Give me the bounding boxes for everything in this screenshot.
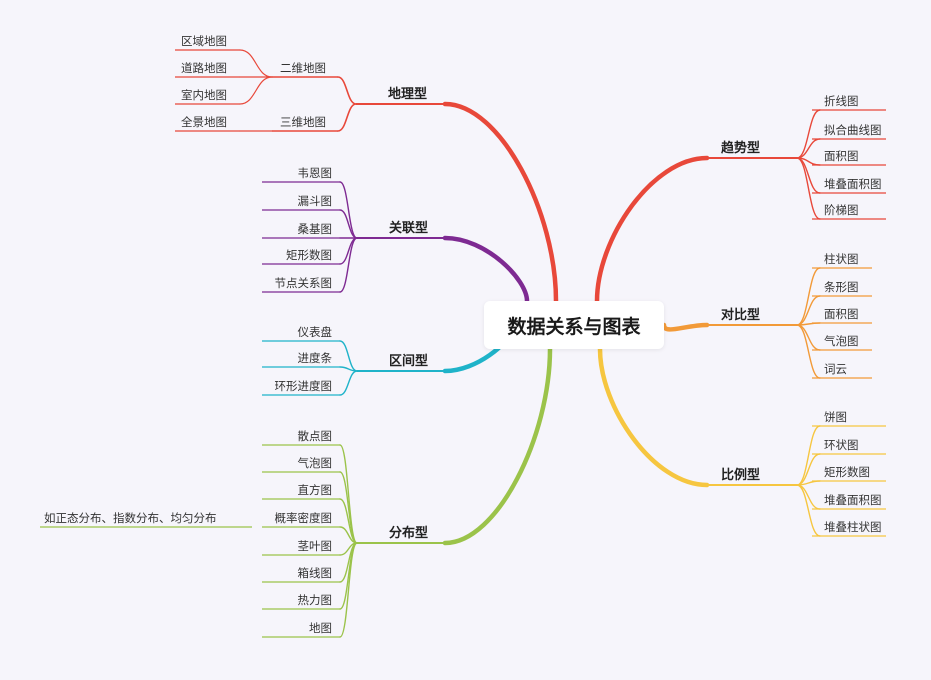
branch-connector <box>594 155 710 304</box>
leaf-label[interactable]: 道路地图 <box>181 61 227 75</box>
leaf-label[interactable]: 热力图 <box>298 593 333 607</box>
sub-node-label[interactable]: 三维地图 <box>280 115 326 129</box>
leaf-label[interactable]: 桑基图 <box>298 222 333 236</box>
leaf-label[interactable]: 节点关系图 <box>275 276 333 290</box>
leaf-connector <box>796 138 821 159</box>
leaf-connector <box>339 542 358 638</box>
branch-label-dist[interactable]: 分布型 <box>389 525 428 541</box>
branch-label-geo[interactable]: 地理型 <box>388 86 427 102</box>
branch-label-ratio[interactable]: 比例型 <box>721 467 760 483</box>
branch-connector <box>442 346 553 546</box>
leaf-label[interactable]: 饼图 <box>824 410 847 424</box>
leaf-connector <box>339 237 358 265</box>
leaf-connector <box>339 209 358 239</box>
leaf-connector <box>339 542 358 610</box>
leaf-connector <box>796 157 821 220</box>
leaf-label[interactable]: 室内地图 <box>181 88 227 102</box>
leaf-label[interactable]: 堆叠面积图 <box>824 177 882 191</box>
leaf-connector <box>796 324 821 379</box>
leaf-connector <box>796 267 821 326</box>
sub-connector <box>337 103 357 132</box>
extra-note-label[interactable]: 如正态分布、指数分布、均匀分布 <box>44 511 217 525</box>
leaf-connector <box>339 340 358 372</box>
leaf-label[interactable]: 环形进度图 <box>275 379 333 393</box>
leaf-label[interactable]: 气泡图 <box>824 334 859 348</box>
leaf-connector <box>796 109 821 159</box>
leaf-label[interactable]: 散点图 <box>298 429 333 443</box>
leaf-label[interactable]: 全景地图 <box>181 115 227 129</box>
leaf-label[interactable]: 堆叠面积图 <box>824 493 882 507</box>
leaf-label[interactable]: 韦恩图 <box>298 166 333 180</box>
leaf-label[interactable]: 进度条 <box>298 351 333 365</box>
leaf-connector <box>796 324 821 351</box>
leaf-label[interactable]: 面积图 <box>824 149 859 163</box>
leaf-label[interactable]: 仪表盘 <box>298 325 333 339</box>
leaf-label[interactable]: 直方图 <box>298 483 333 497</box>
leaf-connector <box>796 484 821 537</box>
leaf-connector <box>339 498 358 544</box>
leaf-label[interactable]: 地图 <box>309 621 332 635</box>
leaf-label[interactable]: 环状图 <box>824 438 859 452</box>
branch-connector <box>442 101 559 304</box>
leaf-label[interactable]: 面积图 <box>824 307 859 321</box>
leaf-label[interactable]: 折线图 <box>824 94 859 108</box>
leaf-label[interactable]: 柱状图 <box>824 252 859 266</box>
leaf-connector <box>339 526 358 544</box>
leaf-connector <box>239 49 273 78</box>
leaf-label[interactable]: 箱线图 <box>298 566 333 580</box>
leaf-label[interactable]: 拟合曲线图 <box>824 123 882 137</box>
leaf-label[interactable]: 区域地图 <box>181 34 227 48</box>
leaf-connector <box>796 295 821 326</box>
leaf-label[interactable]: 茎叶图 <box>298 539 333 553</box>
leaf-label[interactable]: 堆叠柱状图 <box>824 520 882 534</box>
sub-connector <box>337 76 357 105</box>
branch-connector <box>597 346 710 488</box>
leaf-label[interactable]: 矩形数图 <box>824 465 870 479</box>
root-label: 数据关系与图表 <box>507 315 641 338</box>
leaf-connector <box>339 237 358 293</box>
leaf-connector <box>339 181 358 239</box>
branch-label-interval[interactable]: 区间型 <box>389 353 428 369</box>
leaf-label[interactable]: 阶梯图 <box>824 203 859 217</box>
leaf-label[interactable]: 词云 <box>824 362 847 376</box>
branch-connector <box>661 322 710 332</box>
leaf-connector <box>796 453 821 486</box>
root-node[interactable]: 数据关系与图表 <box>484 301 664 349</box>
leaf-connector <box>339 471 358 544</box>
branch-label-compare[interactable]: 对比型 <box>721 307 760 323</box>
leaf-connector <box>239 76 273 105</box>
branch-label-assoc[interactable]: 关联型 <box>389 220 428 236</box>
leaf-label[interactable]: 气泡图 <box>298 456 333 470</box>
branch-connector <box>442 235 530 304</box>
sub-node-label[interactable]: 二维地图 <box>280 61 326 75</box>
leaf-connector <box>796 484 821 510</box>
leaf-label[interactable]: 条形图 <box>824 280 859 294</box>
leaf-connector <box>339 370 358 396</box>
leaf-label[interactable]: 矩形数图 <box>286 248 332 262</box>
leaf-label[interactable]: 漏斗图 <box>298 194 333 208</box>
leaf-label[interactable]: 概率密度图 <box>275 511 333 525</box>
branch-label-trend[interactable]: 趋势型 <box>721 140 760 156</box>
